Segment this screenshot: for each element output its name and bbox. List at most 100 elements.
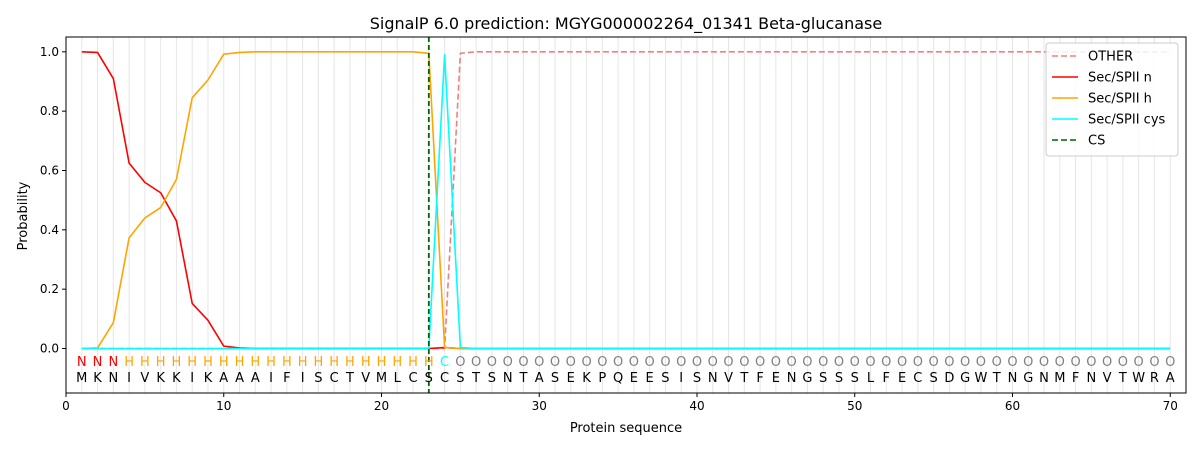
residue-letter: A	[535, 371, 544, 386]
residue-letter: R	[1150, 371, 1159, 386]
region-label: O	[787, 355, 797, 370]
region-label: H	[266, 355, 276, 370]
residue-letter: G	[802, 371, 812, 386]
chart-title: SignalP 6.0 prediction: MGYG000002264_01…	[370, 14, 882, 34]
legend-label: CS	[1088, 134, 1105, 149]
x-axis-label: Protein sequence	[570, 421, 682, 436]
residue-letter: S	[929, 371, 937, 386]
x-tick-label: 30	[532, 399, 547, 413]
residue-letter: T	[739, 371, 748, 386]
region-label: H	[392, 355, 402, 370]
x-tick-label: 50	[847, 399, 862, 413]
residue-letter: V	[361, 371, 370, 386]
region-label: O	[818, 355, 828, 370]
y-tick-label: 0.2	[40, 282, 59, 296]
region-label: H	[298, 355, 308, 370]
y-tick-label: 1.0	[40, 45, 59, 59]
region-label: O	[645, 355, 655, 370]
region-label: O	[723, 355, 733, 370]
residue-letter: Q	[613, 371, 623, 386]
residue-letter: I	[190, 371, 194, 386]
region-label: H	[187, 355, 197, 370]
region-label: O	[1118, 355, 1128, 370]
series-line-sec-spii-h	[81, 51, 1171, 350]
residue-letter: F	[283, 371, 290, 386]
region-label: O	[487, 355, 497, 370]
residue-letter: S	[693, 371, 701, 386]
region-label: H	[361, 355, 371, 370]
region-label: H	[235, 355, 245, 370]
residue-labels: NMNKNNHIHVHKHKHIHKHAHAHAHIHFHIHSHCHTHVHM…	[76, 355, 1175, 386]
region-label: O	[1039, 355, 1049, 370]
series-line-sec-spii-n	[81, 51, 1171, 350]
region-label: O	[455, 355, 465, 370]
region-label: O	[739, 355, 749, 370]
region-label: O	[960, 355, 970, 370]
residue-letter: T	[1118, 371, 1127, 386]
region-label: O	[1007, 355, 1017, 370]
residue-letter: N	[708, 371, 718, 386]
region-label: O	[1149, 355, 1159, 370]
residue-letter: S	[314, 371, 322, 386]
region-label: H	[250, 355, 260, 370]
vertical-grid	[81, 37, 1171, 393]
region-label: O	[1102, 355, 1112, 370]
residue-letter: D	[944, 371, 954, 386]
residue-letter: T	[992, 371, 1001, 386]
region-label: H	[377, 355, 387, 370]
residue-letter: I	[127, 371, 131, 386]
region-label: H	[140, 355, 150, 370]
residue-letter: E	[567, 371, 575, 386]
residue-letter: S	[835, 371, 843, 386]
residue-letter: K	[156, 371, 165, 386]
region-label: H	[156, 355, 166, 370]
residue-letter: A	[219, 371, 228, 386]
region-label: O	[802, 355, 812, 370]
axes: 0 10 20 30 40 50 60 70 0.0 0.2 0.4 0.6 0.8 1.0	[40, 45, 1178, 413]
region-label: O	[518, 355, 528, 370]
residue-letter: W	[974, 371, 987, 386]
residue-letter: S	[425, 371, 433, 386]
legend-label: OTHER	[1088, 50, 1133, 65]
region-label: O	[850, 355, 860, 370]
residue-letter: N	[503, 371, 513, 386]
region-label: O	[865, 355, 875, 370]
residue-letter: T	[345, 371, 354, 386]
y-tick-label: 0.8	[40, 104, 59, 118]
residue-letter: L	[394, 371, 402, 386]
region-label: H	[124, 355, 134, 370]
region-label: O	[597, 355, 607, 370]
plot-frame	[65, 36, 1187, 394]
region-label: O	[1023, 355, 1033, 370]
residue-letter: F	[756, 371, 763, 386]
region-label: O	[897, 355, 907, 370]
region-label: O	[566, 355, 576, 370]
residue-letter: S	[456, 371, 464, 386]
residue-letter: M	[376, 371, 387, 386]
region-label: O	[1134, 355, 1144, 370]
residue-letter: N	[1008, 371, 1018, 386]
residue-letter: C	[330, 371, 339, 386]
region-label: H	[408, 355, 418, 370]
region-label: O	[944, 355, 954, 370]
x-tick-label: 20	[374, 399, 389, 413]
residue-letter: L	[867, 371, 875, 386]
region-label: H	[282, 355, 292, 370]
residue-letter: S	[851, 371, 859, 386]
x-tick-label: 70	[1163, 399, 1178, 413]
region-label: O	[534, 355, 544, 370]
region-label: O	[1086, 355, 1096, 370]
residue-letter: V	[724, 371, 733, 386]
y-axis-label: Probability	[16, 181, 31, 250]
residue-letter: I	[269, 371, 273, 386]
series-line-other	[81, 51, 1171, 350]
residue-letter: E	[898, 371, 906, 386]
region-label: O	[992, 355, 1002, 370]
region-label: N	[108, 355, 118, 370]
region-label: H	[203, 355, 213, 370]
residue-letter: K	[93, 371, 102, 386]
legend-label: Sec/SPII cys	[1088, 113, 1166, 128]
region-label: O	[881, 355, 891, 370]
residue-letter: G	[1023, 371, 1033, 386]
residue-letter: A	[251, 371, 260, 386]
